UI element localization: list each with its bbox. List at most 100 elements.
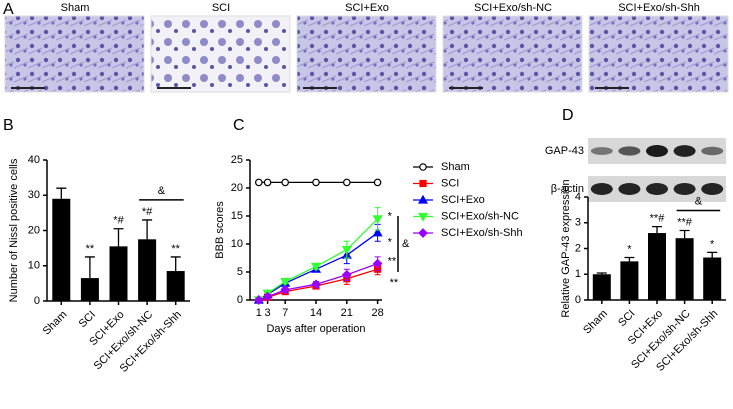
bar xyxy=(648,233,666,300)
marker xyxy=(280,285,291,295)
micrograph xyxy=(150,15,291,93)
y-tick-label: 4 xyxy=(575,191,581,203)
marker xyxy=(419,179,427,188)
x-tick-label: Sham xyxy=(581,308,610,337)
bar xyxy=(138,239,157,301)
error-bar xyxy=(707,251,718,258)
y-tick-label: 10 xyxy=(231,238,243,250)
x-tick-label: Sham xyxy=(41,309,70,338)
significance: * xyxy=(710,238,715,250)
marker xyxy=(417,194,429,204)
blot-band xyxy=(701,146,724,156)
significance: ** xyxy=(390,277,399,289)
blot-band xyxy=(590,147,613,155)
x-tick-label: 1 xyxy=(256,307,262,319)
bar xyxy=(52,198,71,301)
marker xyxy=(341,246,352,255)
legend-label: SCI+Exo xyxy=(441,194,485,206)
micrograph-title: SCI+Exo/sh-Shh xyxy=(618,2,700,14)
x-tick-label: SCI xyxy=(77,309,98,330)
error-bar xyxy=(142,219,153,240)
bar xyxy=(80,278,99,301)
blot-band xyxy=(618,183,641,195)
significance: **# xyxy=(677,216,693,228)
bar xyxy=(109,246,128,301)
y-axis-label: Relative GAP-43 expression xyxy=(560,179,572,317)
significance: *# xyxy=(113,215,124,227)
y-tick-label: 25 xyxy=(231,154,243,166)
y-tick-label: 1 xyxy=(575,268,581,280)
blot-band xyxy=(673,183,696,195)
blot-label: GAP-43 xyxy=(545,145,584,157)
y-tick-label: 0 xyxy=(575,294,581,306)
y-tick-label: 2 xyxy=(575,242,581,254)
marker xyxy=(373,178,382,187)
y-tick-label: 40 xyxy=(28,154,40,166)
y-tick-label: 20 xyxy=(231,182,243,194)
error-bar xyxy=(56,187,67,199)
error-bar xyxy=(596,272,607,275)
legend-item: Sham xyxy=(413,161,470,173)
y-tick-label: 20 xyxy=(28,224,40,236)
marker xyxy=(372,258,383,269)
y-tick-label: 0 xyxy=(237,294,243,306)
marker xyxy=(262,291,273,302)
legend-label: SCI+Exo/sh-NC xyxy=(441,210,519,222)
y-axis-label: BBB scores xyxy=(214,201,226,259)
marker xyxy=(418,228,428,238)
significance: ** xyxy=(171,243,180,255)
marker xyxy=(312,178,320,187)
micrograph xyxy=(442,15,583,93)
micrograph xyxy=(588,15,729,93)
y-tick-label: 30 xyxy=(28,189,40,201)
marker xyxy=(372,227,383,237)
y-tick-label: 0 xyxy=(34,295,40,307)
x-tick-label: SCI xyxy=(616,308,637,329)
bar xyxy=(592,274,611,300)
bar xyxy=(675,238,694,300)
micrograph-title: SCI+Exo/sh-NC xyxy=(474,2,552,14)
micrograph-title: SCI xyxy=(212,2,230,14)
legend-label: SCI+Exo/sh-Shh xyxy=(441,227,523,239)
panel-label: C xyxy=(233,117,245,134)
error-bar xyxy=(624,256,635,262)
error-bar xyxy=(113,228,124,247)
x-tick-label: 21 xyxy=(341,307,353,319)
bar xyxy=(703,257,722,300)
significance: * xyxy=(627,243,632,255)
blot-band xyxy=(646,183,668,195)
x-tick-label: 3 xyxy=(265,307,271,319)
panel-label: A xyxy=(3,1,14,18)
blot-band xyxy=(673,145,696,157)
bar xyxy=(620,261,639,300)
y-tick-label: 3 xyxy=(575,217,581,229)
blot-band xyxy=(646,145,668,157)
legend-item: SCI+Exo xyxy=(413,194,485,206)
bracket-label: & xyxy=(695,195,703,207)
bar xyxy=(166,271,185,301)
legend-label: Sham xyxy=(441,161,470,173)
blot-band xyxy=(701,183,724,195)
marker xyxy=(281,178,290,187)
legend-item: SCI xyxy=(413,177,459,189)
bracket-label: & xyxy=(402,238,410,250)
x-tick-label: 28 xyxy=(371,307,383,319)
significance: ** xyxy=(388,256,397,268)
marker xyxy=(341,269,352,280)
legend-item: SCI+Exo/sh-NC xyxy=(413,210,519,222)
legend-label: SCI xyxy=(441,177,459,189)
error-bar xyxy=(170,256,181,272)
significance: **# xyxy=(650,213,666,225)
bracket-label: & xyxy=(158,185,166,197)
significance: * xyxy=(388,211,393,223)
marker xyxy=(372,215,383,225)
legend-item: SCI+Exo/sh-Shh xyxy=(413,227,523,239)
micrograph xyxy=(4,15,145,93)
marker xyxy=(254,178,263,187)
error-bar xyxy=(652,225,662,234)
y-tick-label: 15 xyxy=(231,210,243,222)
blot-band xyxy=(590,183,613,195)
micrograph xyxy=(296,15,437,93)
marker xyxy=(342,178,351,187)
